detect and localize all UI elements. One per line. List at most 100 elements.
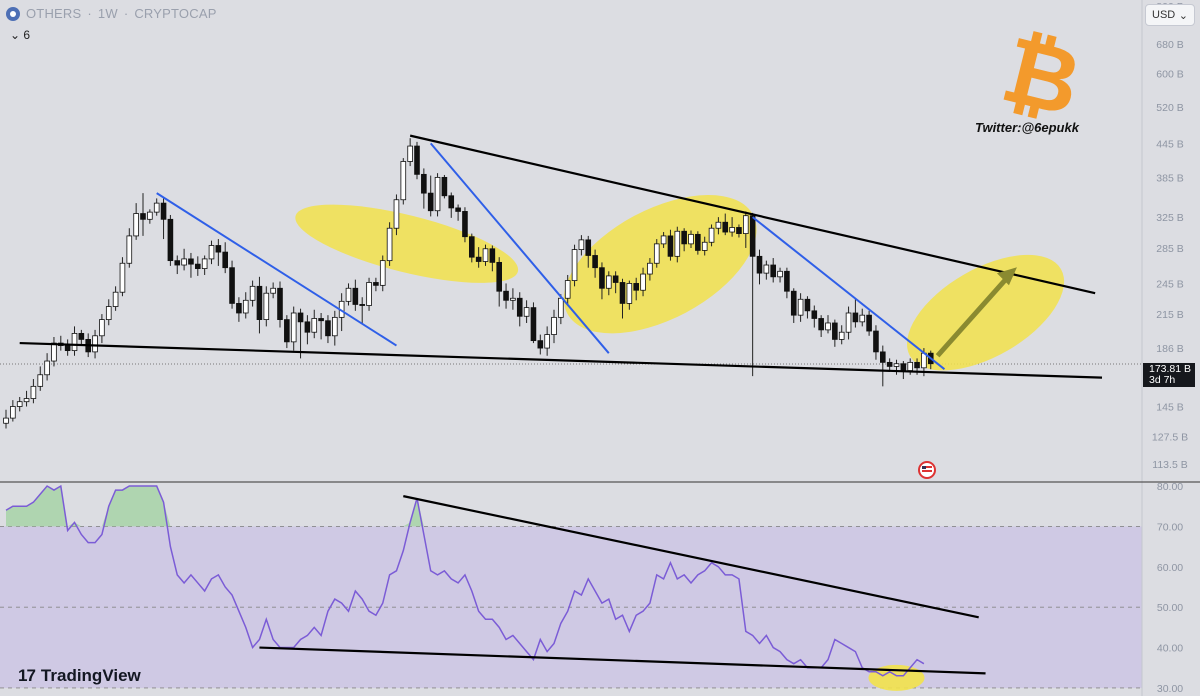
candle-down xyxy=(462,211,468,238)
candle-down xyxy=(681,230,687,245)
candle-up xyxy=(708,227,715,243)
flag-icon[interactable] xyxy=(918,461,936,479)
candle-up xyxy=(92,335,98,353)
candle-down xyxy=(880,351,886,363)
currency-select[interactable]: USD ⌄ xyxy=(1145,4,1195,26)
candle-down xyxy=(304,321,311,333)
candle-down xyxy=(592,255,598,269)
candle-down xyxy=(318,318,324,322)
candle-down xyxy=(236,303,242,314)
candle-down xyxy=(359,304,365,306)
candle-up xyxy=(10,406,16,419)
blue-downtrend-line xyxy=(156,192,397,347)
candle-up xyxy=(3,417,9,424)
highlight-ellipse xyxy=(907,254,1065,371)
rsi-axis[interactable]: 80.00 70.00 60.00 50.00 40.00 30.00 xyxy=(1157,481,1183,695)
symbol-header[interactable]: OTHERS · 1W · CRYPTOCAP xyxy=(6,6,217,21)
candle-down xyxy=(160,202,167,220)
candle-up xyxy=(578,239,585,251)
candle-down xyxy=(516,297,523,317)
candle-up xyxy=(386,227,393,262)
candle-down xyxy=(373,282,379,286)
candle-down xyxy=(633,283,639,291)
candle-up xyxy=(660,235,667,245)
candle-down xyxy=(790,290,797,316)
support-trendline xyxy=(19,341,1103,379)
candle-down xyxy=(194,263,201,269)
candle-down xyxy=(188,258,194,265)
candle-down xyxy=(414,145,420,175)
trendlines xyxy=(19,134,1103,379)
candle-up xyxy=(523,307,530,317)
candle-up xyxy=(71,333,78,352)
candle-down xyxy=(832,322,838,340)
candle-up xyxy=(674,230,681,257)
candle-up xyxy=(331,316,338,337)
candle-up xyxy=(797,298,804,316)
rsi-band-area xyxy=(0,486,1142,691)
rsi-tick-label: 30.00 xyxy=(1157,683,1183,695)
candle-up xyxy=(263,292,270,320)
candle-up xyxy=(653,243,660,264)
candle-up xyxy=(37,374,44,387)
candle-down xyxy=(325,320,331,337)
cryptocap-logo-icon xyxy=(6,6,20,21)
candle-up xyxy=(99,319,105,337)
chevron-down-icon: ⌄ xyxy=(1178,9,1188,22)
candle-down xyxy=(174,260,181,266)
rsi-series-line xyxy=(5,484,925,677)
candle-down xyxy=(585,239,592,256)
candle-down xyxy=(612,275,619,283)
candle-down xyxy=(784,270,790,292)
candle-down xyxy=(475,256,482,262)
highlight-ellipse xyxy=(295,204,519,283)
blue-downtrend-line xyxy=(429,142,610,354)
candle-up xyxy=(434,176,441,212)
exchange-label: CRYPTOCAP xyxy=(134,6,217,21)
candle-down xyxy=(427,192,434,212)
candle-up xyxy=(845,312,852,333)
candle-down xyxy=(215,245,222,253)
highlight-ellipse xyxy=(563,195,757,334)
candle-up xyxy=(407,145,413,162)
candle-down xyxy=(297,312,304,323)
candle-down xyxy=(886,361,893,367)
candle-up xyxy=(729,227,735,233)
target-arrow-shaft xyxy=(935,269,1015,358)
separator-dot: · xyxy=(123,6,129,21)
target-arrow-head xyxy=(996,267,1017,286)
candle-up xyxy=(393,199,400,229)
candle-up xyxy=(907,361,913,371)
candle-down xyxy=(448,195,455,209)
tradingview-logo[interactable]: 17 TradingView xyxy=(18,666,141,686)
candle-up xyxy=(564,280,571,299)
price-tick-label: 145 B xyxy=(1156,401,1183,413)
candle-down xyxy=(167,218,174,262)
candle-up xyxy=(119,262,126,293)
price-tick-label: 600 B xyxy=(1156,68,1183,80)
candle-down xyxy=(489,248,496,263)
bar-countdown: 3d 7h xyxy=(1149,374,1176,386)
rsi-line xyxy=(5,484,986,677)
candle-down xyxy=(873,330,879,353)
candle-up xyxy=(859,314,866,323)
indicators-toggle[interactable]: ⌄ 6 xyxy=(10,28,30,42)
candle-up xyxy=(270,287,276,294)
candle-down xyxy=(804,298,811,312)
candle-up xyxy=(379,260,386,286)
candle-up xyxy=(743,215,749,234)
candle-up xyxy=(606,275,612,289)
separator-dot: · xyxy=(87,6,92,21)
chevron-down-icon: ⌄ xyxy=(10,28,21,42)
candle-up xyxy=(311,318,318,333)
currency-value: USD xyxy=(1152,9,1176,21)
candle-up xyxy=(30,385,37,399)
interval-label: 1W xyxy=(97,6,118,21)
candle-up xyxy=(242,299,249,314)
price-tick-label: 680 B xyxy=(1156,39,1183,51)
candle-down xyxy=(229,267,235,304)
rsi-tick-label: 70.00 xyxy=(1157,521,1183,533)
candle-up xyxy=(893,363,900,367)
